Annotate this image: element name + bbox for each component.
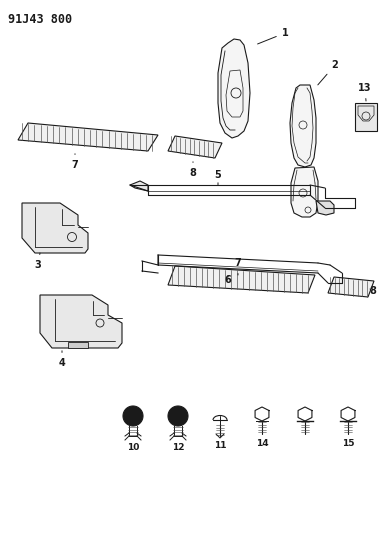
Polygon shape — [355, 103, 377, 131]
Polygon shape — [168, 136, 222, 158]
Polygon shape — [290, 85, 316, 167]
Polygon shape — [316, 201, 334, 215]
Text: 13: 13 — [358, 83, 372, 101]
Text: 15: 15 — [342, 440, 354, 448]
Circle shape — [168, 406, 188, 426]
Text: 14: 14 — [256, 440, 268, 448]
Circle shape — [123, 406, 143, 426]
Text: 8: 8 — [190, 162, 196, 178]
Bar — [68, 342, 88, 348]
Text: 10: 10 — [127, 443, 139, 453]
Text: 6: 6 — [225, 275, 231, 285]
Text: 12: 12 — [172, 443, 184, 453]
Text: 1: 1 — [258, 28, 289, 44]
Text: 7: 7 — [72, 154, 78, 170]
Polygon shape — [22, 203, 88, 253]
Text: 2: 2 — [318, 60, 338, 85]
Polygon shape — [291, 167, 318, 217]
Text: 4: 4 — [59, 351, 65, 368]
Text: 11: 11 — [214, 441, 226, 450]
Text: 91J43 800: 91J43 800 — [8, 13, 72, 26]
Polygon shape — [168, 266, 315, 293]
Text: 3: 3 — [34, 253, 42, 270]
Polygon shape — [328, 277, 374, 297]
Polygon shape — [40, 295, 122, 348]
Text: 7: 7 — [235, 258, 241, 275]
Polygon shape — [218, 39, 250, 138]
Text: 5: 5 — [215, 170, 221, 185]
Text: 8: 8 — [370, 286, 376, 296]
Polygon shape — [130, 181, 148, 191]
Polygon shape — [18, 123, 158, 151]
